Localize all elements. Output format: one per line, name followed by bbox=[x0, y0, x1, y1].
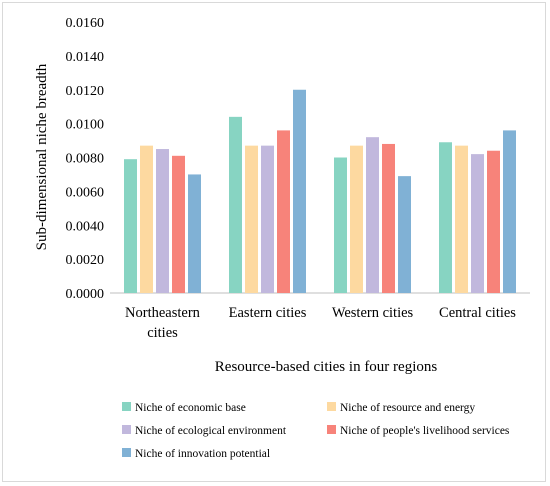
bars bbox=[124, 89, 516, 293]
bar-series-5-cat-1 bbox=[188, 174, 201, 293]
x-category-label: cities bbox=[147, 325, 178, 341]
y-tick-label: 0.0040 bbox=[66, 219, 105, 234]
bar-series-1-cat-2 bbox=[229, 116, 242, 293]
x-category-label: Northeastern bbox=[125, 305, 201, 321]
bar-series-5-cat-2 bbox=[293, 89, 306, 293]
bar-series-2-cat-1 bbox=[140, 145, 153, 293]
bar-series-2-cat-4 bbox=[455, 145, 468, 293]
bar-series-3-cat-1 bbox=[156, 149, 169, 293]
y-tick-label: 0.0100 bbox=[66, 118, 105, 133]
legend-label: Niche of economic base bbox=[135, 402, 246, 414]
legend-swatch bbox=[327, 425, 336, 434]
y-tick-label: 0.0160 bbox=[66, 16, 105, 31]
bar-series-2-cat-3 bbox=[350, 145, 363, 293]
bar-series-3-cat-3 bbox=[366, 137, 379, 293]
y-tick-label: 0.0120 bbox=[66, 84, 105, 99]
legend-label: Niche of resource and energy bbox=[340, 402, 475, 414]
bar-series-4-cat-4 bbox=[487, 150, 500, 293]
y-axis-ticks: 0.0000 0.0020 0.0040 0.0060 0.0080 0.0100 0.01… bbox=[66, 16, 105, 302]
bar-series-4-cat-3 bbox=[382, 143, 395, 293]
bar-series-4-cat-2 bbox=[277, 130, 290, 293]
y-axis-title: Sub-dimensional niche breadth bbox=[34, 63, 50, 250]
legend-label: Niche of ecological environment bbox=[135, 425, 287, 437]
legend-label: Niche of innovation potential bbox=[135, 448, 270, 460]
bar-series-2-cat-2 bbox=[245, 145, 258, 293]
bar-series-4-cat-1 bbox=[172, 155, 185, 293]
legend-swatch bbox=[122, 425, 131, 434]
y-tick-label: 0.0000 bbox=[66, 287, 105, 302]
bar-series-3-cat-2 bbox=[261, 145, 274, 293]
legend-swatch bbox=[122, 402, 131, 411]
bar-series-1-cat-3 bbox=[334, 157, 347, 293]
y-tick-label: 0.0020 bbox=[66, 253, 105, 268]
x-category-label: Eastern cities bbox=[229, 305, 307, 321]
legend: Niche of economic base Niche of resource … bbox=[122, 402, 510, 460]
x-axis-categories: Northeastern cities Eastern cities Western … bbox=[125, 305, 516, 341]
bar-series-3-cat-4 bbox=[471, 154, 484, 293]
legend-label: Niche of people's livelihood services bbox=[340, 425, 510, 437]
bar-series-1-cat-1 bbox=[124, 159, 137, 293]
x-category-label: Central cities bbox=[439, 305, 516, 321]
bar-series-5-cat-4 bbox=[503, 130, 516, 293]
y-tick-label: 0.0060 bbox=[66, 185, 105, 200]
legend-swatch bbox=[122, 448, 131, 457]
x-axis-title: Resource-based cities in four regions bbox=[215, 359, 438, 375]
bar-series-1-cat-4 bbox=[439, 142, 452, 293]
y-tick-label: 0.0080 bbox=[66, 152, 105, 167]
x-category-label: Western cities bbox=[332, 305, 414, 321]
legend-swatch bbox=[327, 402, 336, 411]
bar-series-5-cat-3 bbox=[398, 176, 411, 293]
y-tick-label: 0.0140 bbox=[66, 50, 105, 65]
